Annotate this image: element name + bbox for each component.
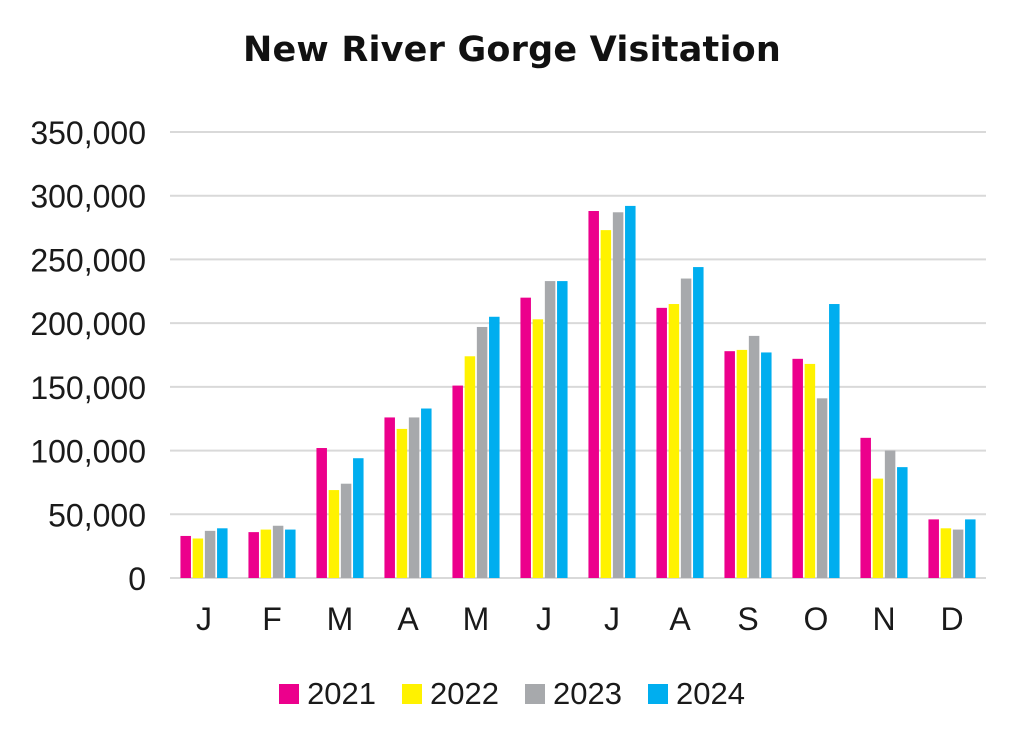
legend: 2021 2022 2023 2024	[0, 676, 1024, 712]
bar-2023-5	[544, 281, 556, 578]
legend-swatch-0	[279, 684, 300, 704]
legend-swatch-3	[647, 684, 668, 704]
y-tick-label-0: 0	[128, 561, 146, 597]
y-tick-label-6: 300,000	[30, 179, 146, 215]
bar-2024-10	[897, 467, 908, 578]
y-axis-tick-labels: 0 50,000 100,000 150,000 200,000 250,000 300,0…	[30, 115, 146, 597]
x-tick-label-6: J	[604, 601, 620, 637]
bar-2021-2	[316, 448, 327, 578]
x-tick-label-10: N	[872, 601, 895, 637]
legend-item-3: 2024	[647, 676, 745, 712]
legend-item-0: 2021	[279, 676, 376, 712]
bar-2023-9	[816, 398, 828, 578]
legend-swatch-1	[402, 684, 423, 704]
bar-2021-11	[928, 519, 939, 578]
bar-2021-7	[656, 307, 667, 578]
bar-2024-7	[693, 267, 704, 578]
bar-2022-6	[600, 230, 612, 578]
legend-item-2: 2023	[525, 676, 622, 712]
legend-label-2: 2023	[553, 676, 622, 711]
bar-2021-6	[588, 211, 599, 578]
bar-2023-11	[952, 529, 964, 578]
y-tick-label-1: 50,000	[48, 497, 146, 533]
bar-2021-8	[724, 351, 735, 578]
bar-2023-10	[884, 450, 896, 578]
bar-2022-8	[736, 349, 748, 578]
x-tick-label-4: M	[463, 601, 490, 637]
bar-2021-5	[520, 297, 531, 578]
bar-2023-4	[476, 326, 488, 578]
y-tick-label-4: 200,000	[30, 306, 146, 342]
chart-title: New River Gorge Visitation	[242, 30, 782, 70]
bar-2022-4	[464, 356, 476, 578]
bar-2021-9	[792, 358, 803, 578]
bar-2021-3	[384, 417, 395, 578]
x-tick-label-7: A	[669, 601, 691, 637]
bar-2022-9	[804, 363, 816, 578]
bar-2023-2	[340, 483, 352, 578]
bar-2022-0	[192, 538, 204, 578]
y-tick-label-2: 100,000	[30, 434, 146, 470]
legend-label-3: 2024	[675, 676, 745, 711]
bar-2024-1	[285, 529, 296, 578]
x-tick-label-9: O	[804, 601, 829, 637]
x-tick-label-11: D	[940, 601, 963, 637]
y-tick-label-3: 150,000	[30, 370, 146, 406]
bar-2024-9	[829, 304, 840, 578]
x-tick-label-3: A	[397, 601, 419, 637]
bar-2022-5	[532, 319, 544, 578]
bar-2021-4	[452, 385, 463, 578]
bar-2022-2	[328, 490, 340, 578]
bar-2021-0	[180, 535, 191, 578]
bar-2022-11	[940, 528, 952, 578]
bar-2024-11	[965, 519, 976, 578]
bar-2024-3	[421, 408, 432, 578]
bar-2023-0	[204, 530, 216, 578]
bar-2022-7	[668, 304, 680, 578]
gridlines	[170, 131, 986, 579]
bar-2024-8	[761, 352, 772, 578]
legend-label-1: 2022	[430, 676, 499, 711]
x-tick-label-8: S	[737, 601, 758, 637]
bar-2024-4	[489, 316, 500, 578]
bar-2021-10	[860, 437, 871, 578]
x-tick-label-0: J	[196, 601, 212, 637]
bar-2021-1	[248, 532, 259, 578]
bar-2024-6	[625, 205, 636, 578]
bar-2023-3	[408, 417, 420, 578]
bar-2023-7	[680, 278, 692, 578]
bar-2024-0	[217, 528, 228, 578]
bar-2023-6	[612, 212, 624, 578]
legend-item-1: 2022	[402, 676, 499, 712]
legend-label-0: 2021	[307, 676, 377, 711]
bar-2023-8	[748, 335, 760, 578]
bar-2022-1	[260, 529, 272, 578]
x-tick-label-2: M	[327, 601, 354, 637]
bar-2024-5	[557, 281, 568, 578]
bar-2022-3	[396, 428, 408, 578]
bars	[180, 205, 976, 578]
y-tick-label-7: 350,000	[30, 115, 146, 151]
bar-2023-1	[272, 525, 284, 578]
x-tick-label-1: F	[262, 601, 282, 637]
y-tick-label-5: 250,000	[30, 242, 146, 278]
bar-2022-10	[872, 478, 884, 578]
legend-swatch-2	[525, 684, 545, 704]
x-tick-label-5: J	[536, 601, 552, 637]
bar-2024-2	[353, 458, 364, 578]
